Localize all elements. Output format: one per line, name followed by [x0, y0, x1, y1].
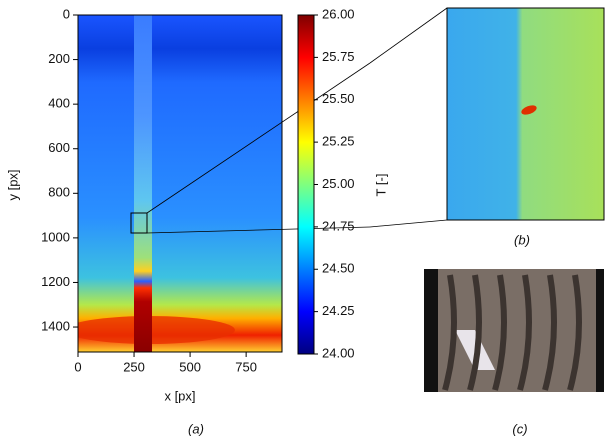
y-tick-label: 200 — [48, 51, 70, 66]
thermal-image — [78, 15, 282, 352]
colorbar-tick-label: 25.00 — [322, 176, 355, 191]
colorbar-label: T [-] — [373, 174, 388, 197]
colorbar-tick-label: 24.25 — [322, 303, 355, 318]
y-tick-label: 0 — [63, 6, 70, 21]
caption: (b) — [514, 232, 530, 247]
colorbar-tick-label: 24.00 — [322, 345, 355, 360]
plot-frame — [77, 14, 283, 353]
colorbar-tick-label: 24.50 — [322, 261, 355, 276]
colorbar-tick-label: 25.75 — [322, 49, 355, 64]
y-tick-label: 1400 — [41, 318, 70, 333]
y-tick-label: 400 — [48, 96, 70, 111]
colorbar-tick-label: 25.50 — [322, 91, 355, 106]
zoom-box — [130, 212, 148, 234]
x-tick-label: 500 — [179, 359, 201, 374]
x-tick-label: 250 — [123, 359, 145, 374]
x-tick-label: 750 — [235, 359, 257, 374]
caption: (c) — [512, 421, 527, 436]
caption: (a) — [188, 421, 204, 436]
y-tick-label: 1000 — [41, 229, 70, 244]
colorbar — [297, 14, 315, 355]
photo — [424, 269, 604, 392]
zoom-inset — [446, 7, 605, 221]
y-tick-label: 1200 — [41, 274, 70, 289]
x-axis-label: x [px] — [164, 388, 195, 403]
x-tick-label: 0 — [74, 359, 81, 374]
colorbar-tick-label: 24.75 — [322, 218, 355, 233]
y-tick-label: 800 — [48, 185, 70, 200]
y-tick-label: 600 — [48, 140, 70, 155]
colorbar-tick-label: 26.00 — [322, 6, 355, 21]
y-axis-label: y [px] — [5, 169, 20, 200]
colorbar-tick-label: 25.25 — [322, 134, 355, 149]
